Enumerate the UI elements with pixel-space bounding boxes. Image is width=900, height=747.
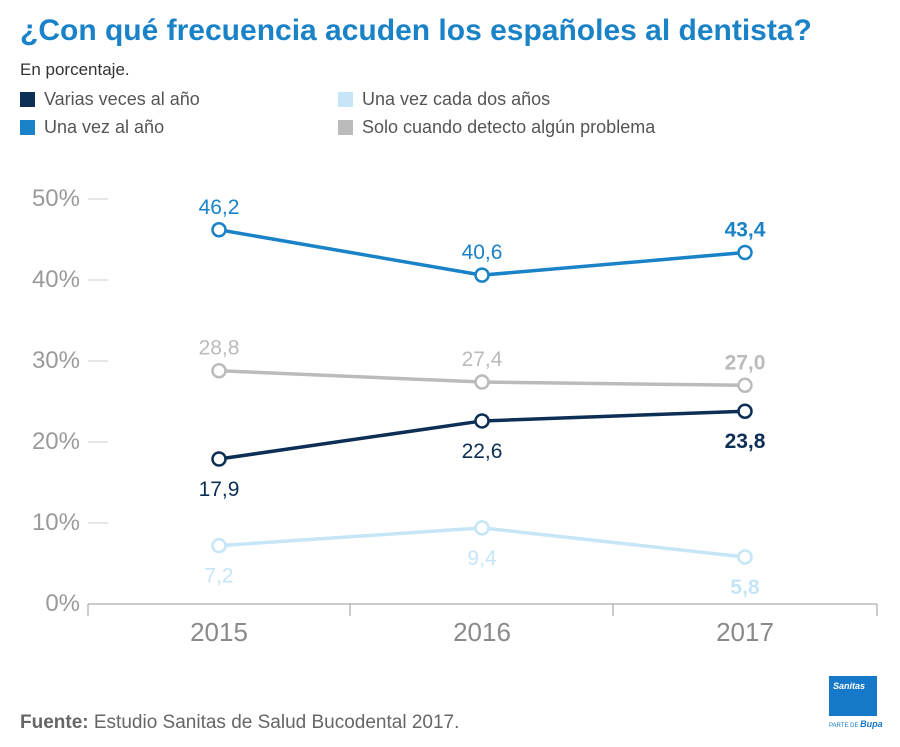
data-point xyxy=(474,374,490,390)
bupa-tagline-prefix: PARTE DE xyxy=(829,723,859,729)
data-label: 28,8 xyxy=(199,337,240,360)
x-tick-label: 2017 xyxy=(716,617,774,647)
data-point xyxy=(211,222,227,238)
data-point xyxy=(737,403,753,419)
y-tick-label: 30% xyxy=(32,347,80,374)
source-note: Fuente: Estudio Sanitas de Salud Bucoden… xyxy=(20,712,459,734)
line-chart: 0% 10% 20% 30% 40% 50% 2015 2016 2017 17,9 22,6 23,… xyxy=(32,185,878,647)
data-label: 23,8 xyxy=(725,430,766,453)
legend-item-una-vez: Una vez al año xyxy=(20,117,164,138)
data-point xyxy=(211,451,227,467)
data-point xyxy=(737,549,753,565)
chart-subtitle: En porcentaje. xyxy=(20,60,130,79)
y-tick-label: 0% xyxy=(45,590,80,617)
y-tick-label: 20% xyxy=(32,428,80,455)
legend-swatch-solo xyxy=(338,120,353,135)
data-point xyxy=(211,537,227,554)
chart-title: ¿Con qué frecuencia acuden los españoles… xyxy=(20,14,812,47)
x-tick-label: 2016 xyxy=(453,617,511,647)
legend-swatch-una-vez xyxy=(20,120,35,135)
data-label: 9,4 xyxy=(467,547,497,570)
x-tick-label: 2015 xyxy=(190,617,248,647)
data-point xyxy=(737,244,753,261)
data-point xyxy=(474,267,490,283)
data-point xyxy=(737,377,753,394)
bupa-tagline: PARTE DE Bupa xyxy=(829,719,883,729)
legend-label-dos-anos: Una vez cada dos años xyxy=(362,89,551,109)
data-point xyxy=(474,520,490,536)
data-label: 43,4 xyxy=(725,218,766,241)
legend-item-dos-anos: Una vez cada dos años xyxy=(338,89,550,110)
data-point xyxy=(474,413,490,429)
bupa-name: Bupa xyxy=(860,719,883,729)
sanitas-logo: Sanitas PARTE DE Bupa xyxy=(829,676,883,734)
data-point xyxy=(211,362,227,379)
data-label: 5,8 xyxy=(730,576,760,599)
y-tick-label: 40% xyxy=(32,266,80,293)
legend-label-una-vez: Una vez al año xyxy=(44,117,165,137)
legend-swatch-varias xyxy=(20,92,35,107)
source-text: Estudio Sanitas de Salud Bucodental 2017… xyxy=(88,712,460,733)
legend-item-solo: Solo cuando detecto algún problema xyxy=(338,117,655,138)
y-tick-label: 10% xyxy=(32,509,80,536)
y-tick-label: 50% xyxy=(32,185,80,212)
data-label: 27,4 xyxy=(462,348,503,371)
data-label: 40,6 xyxy=(462,241,503,264)
legend-item-varias: Varias veces al año xyxy=(20,89,200,110)
source-label: Fuente: xyxy=(20,712,89,733)
data-label: 27,0 xyxy=(725,351,766,374)
data-label: 17,9 xyxy=(199,478,240,501)
data-label: 46,2 xyxy=(199,196,240,219)
legend-label-varias: Varias veces al año xyxy=(44,89,200,109)
sanitas-logo-box: Sanitas xyxy=(829,676,877,716)
legend-label-solo: Solo cuando detecto algún problema xyxy=(362,117,656,137)
data-label: 7,2 xyxy=(204,565,233,588)
data-label: 22,6 xyxy=(462,440,503,463)
legend-swatch-dos-anos xyxy=(338,92,353,107)
